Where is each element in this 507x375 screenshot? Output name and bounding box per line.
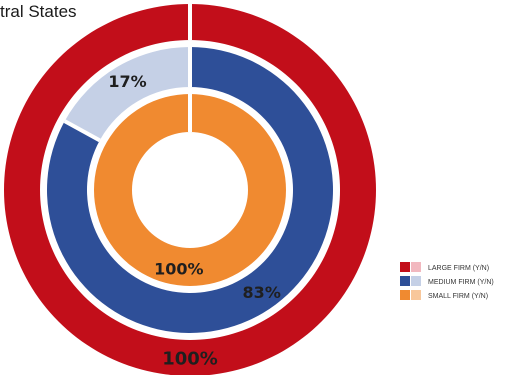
- rings-group: [4, 4, 376, 375]
- legend-label-3: SMALL FIRM (Y/N): [428, 293, 488, 300]
- ring-2-label: 83%: [243, 283, 281, 302]
- legend-label-2: MEDIUM FIRM (Y/N): [428, 279, 494, 286]
- legend-swatch-yes-1: [400, 262, 410, 272]
- chart-legend: LARGE FIRM (Y/N) MEDIUM FIRM (Y/N) SMALL F…: [400, 262, 494, 300]
- ring-1-label: 100%: [162, 349, 218, 370]
- legend-swatch-no-2: [411, 276, 421, 286]
- ring-3-label: 100%: [154, 260, 203, 279]
- ring-3-yes-segment: [93, 94, 286, 287]
- legend-swatch-no-3: [411, 290, 421, 300]
- legend-label-1: LARGE FIRM (Y/N): [428, 265, 489, 272]
- legend-swatch-yes-2: [400, 276, 410, 286]
- ring-2-no-label: 17%: [108, 72, 146, 91]
- legend-swatch-no-1: [411, 262, 421, 272]
- region-title: tral States: [0, 2, 77, 21]
- ring-2-separator-2: [63, 119, 101, 143]
- labels-group: 100% 83% 17% 100%: [108, 72, 280, 369]
- ring-2-no-segment: [64, 47, 190, 141]
- legend-swatch-yes-3: [400, 290, 410, 300]
